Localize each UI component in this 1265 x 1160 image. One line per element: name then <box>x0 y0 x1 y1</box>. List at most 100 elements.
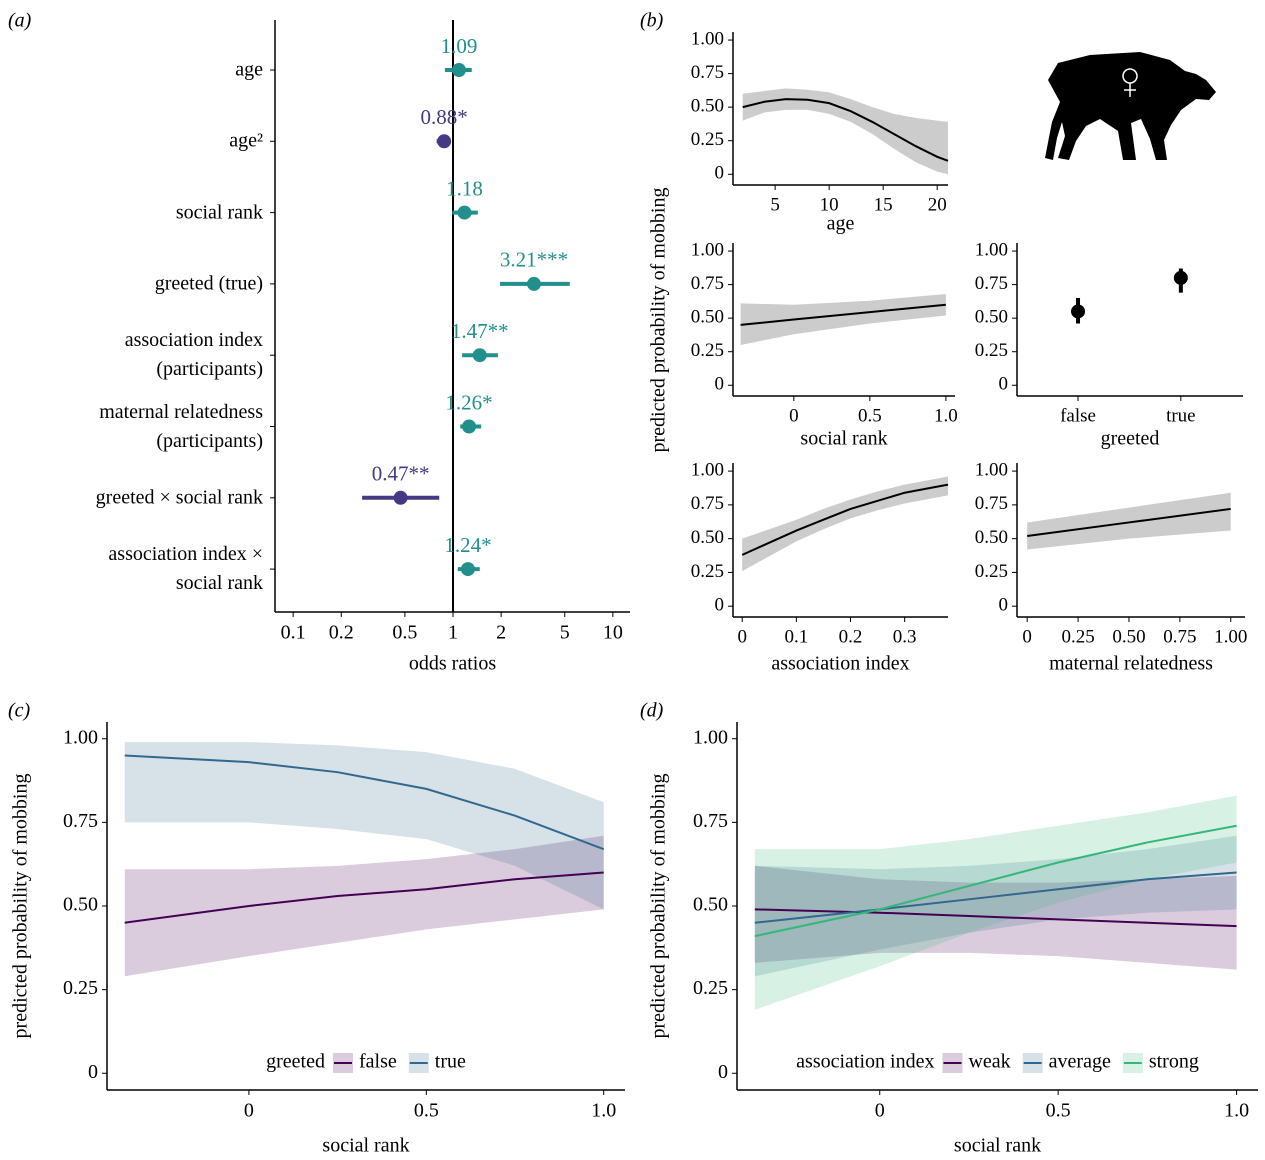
category-label: greeted × social rank <box>95 486 263 509</box>
x-tick-label: 20 <box>928 194 947 215</box>
x-tick-label: 0 <box>789 405 799 426</box>
y-tick-label: 0 <box>715 595 725 616</box>
y-tick-label: 0 <box>88 1061 98 1083</box>
y-tick-label: 0.50 <box>975 307 1008 328</box>
x-tick-label: 10 <box>603 622 623 644</box>
legend-title: greeted <box>266 1051 325 1073</box>
y-tick-label: 0.75 <box>63 810 98 832</box>
x-tick-label: 0 <box>244 1100 254 1122</box>
value-label: 1.47** <box>451 319 509 343</box>
y-tick-label: 1.00 <box>691 239 724 260</box>
x-axis-label: social rank <box>800 428 887 450</box>
x-axis-label: odds ratios <box>409 653 496 675</box>
confidence-band <box>742 88 948 175</box>
x-tick-label: 0 <box>737 626 747 647</box>
point <box>457 205 472 220</box>
value-label: 1.09 <box>441 34 478 58</box>
x-axis-label: association index <box>771 653 909 675</box>
x-tick-label: 2 <box>496 622 506 644</box>
x-axis-label: social rank <box>322 1135 409 1157</box>
point <box>526 276 541 291</box>
x-axis-label: social rank <box>954 1135 1041 1157</box>
confidence-band <box>754 835 1237 977</box>
x-tick-label: 10 <box>820 194 839 215</box>
line <box>741 483 949 556</box>
y-tick-label: 0 <box>718 1061 728 1083</box>
y-axis-label: predicted probability of mobbing <box>10 774 32 1039</box>
y-tick-label: 0.25 <box>693 977 728 999</box>
y-tick-label: 0.50 <box>691 527 724 548</box>
y-tick-label: 1.00 <box>693 726 728 748</box>
x-tick-label: 0.50 <box>1112 626 1145 647</box>
y-tick-label: 0.25 <box>63 977 98 999</box>
panel-label: (b) <box>640 10 664 32</box>
x-tick-label: 0.2 <box>329 622 354 644</box>
line <box>754 824 1237 938</box>
value-label: 1.18 <box>446 176 483 200</box>
y-axis-label: predicted probability of mobbing <box>648 774 670 1039</box>
category-label: association index × social rank <box>108 543 263 595</box>
legend-label: true <box>435 1051 466 1073</box>
legend: greeted false true <box>266 1051 466 1073</box>
x-tick-label: 1 <box>448 622 458 644</box>
x-tick-label: 5 <box>560 622 570 644</box>
y-tick-label: 0.25 <box>975 561 1008 582</box>
panel-label: (d) <box>640 700 664 722</box>
point <box>1173 270 1188 285</box>
value-label: 0.88* <box>421 105 468 129</box>
x-tick-label: 1.0 <box>934 405 958 426</box>
y-tick-label: 0.25 <box>691 129 724 150</box>
category-label: association index (participants) <box>124 329 263 381</box>
x-tick-label: 0.5 <box>392 622 417 644</box>
y-tick-label: 0.50 <box>63 894 98 916</box>
y-tick-label: 0.75 <box>693 810 728 832</box>
y-tick-label: 0 <box>999 595 1009 616</box>
line <box>124 754 605 851</box>
y-tick-label: 1.00 <box>691 459 724 480</box>
y-tick-label: 0.75 <box>975 273 1008 294</box>
legend-label: false <box>359 1051 397 1073</box>
value-label: 1.24* <box>444 533 491 557</box>
x-tick-label: 5 <box>770 194 780 215</box>
category-label: age <box>235 58 263 81</box>
legend-label: strong <box>1149 1051 1199 1073</box>
x-tick-label: 1.0 <box>591 1100 616 1122</box>
panel-label: (a) <box>8 10 32 32</box>
point <box>437 134 452 149</box>
category-label: age² <box>229 129 263 152</box>
line <box>742 98 949 162</box>
x-axis-label: greeted <box>1101 428 1160 450</box>
value-label: 0.47** <box>372 462 430 486</box>
y-tick-label: 0.50 <box>691 307 724 328</box>
x-axis-label: maternal relatedness <box>1049 653 1213 675</box>
y-tick-label: 0.75 <box>975 493 1008 514</box>
y-tick-label: 0 <box>999 374 1009 395</box>
line <box>1027 507 1231 537</box>
x-tick-label: 15 <box>874 194 893 215</box>
y-tick-label: 1.00 <box>691 28 724 49</box>
line <box>740 303 946 326</box>
legend-title: association index <box>796 1051 934 1073</box>
y-tick-label: 0.50 <box>975 527 1008 548</box>
y-tick-label: 0.50 <box>691 96 724 117</box>
confidence-band <box>1027 492 1231 550</box>
point <box>462 419 477 434</box>
value-label: 1.26* <box>445 390 492 414</box>
x-tick-label: 0.2 <box>839 626 863 647</box>
x-tick-label: 0.3 <box>893 626 917 647</box>
confidence-band <box>742 476 948 572</box>
confidence-band <box>740 294 946 345</box>
y-tick-label: 1.00 <box>63 726 98 748</box>
legend: association index weak average strong <box>796 1051 1199 1073</box>
panel-label: (c) <box>8 700 31 722</box>
confidence-band <box>124 742 604 910</box>
category-label: maternal relatedness (participants) <box>99 400 263 452</box>
y-tick-label: 1.00 <box>975 239 1008 260</box>
y-tick-label: 1.00 <box>975 459 1008 480</box>
point <box>451 63 466 77</box>
hyena-silhouette <box>1045 52 1216 160</box>
x-tick-label: 0 <box>875 1100 885 1122</box>
x-tick-label: 0.5 <box>858 405 882 426</box>
